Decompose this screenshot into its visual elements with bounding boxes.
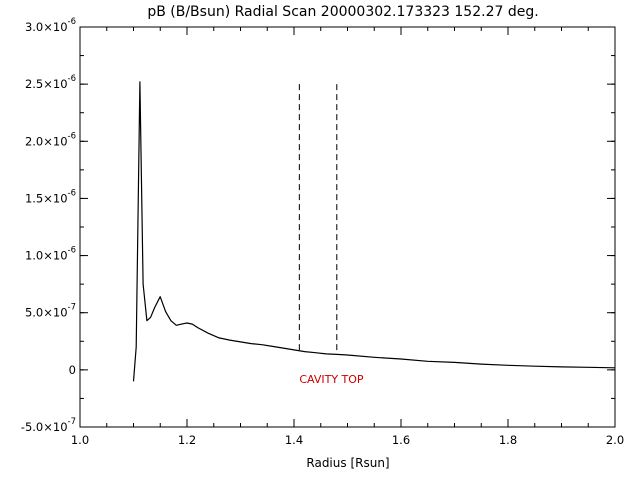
x-axis-label: Radius [Rsun]	[306, 456, 389, 470]
y-tick-label: 2.0×10-6	[25, 131, 76, 148]
y-tick-label: 5.0×10-7	[25, 303, 76, 320]
x-tick-label: 1.2	[178, 433, 196, 447]
x-tick-label: 2.0	[606, 433, 624, 447]
chart-title: pB (B/Bsun) Radial Scan 20000302.173323 …	[147, 4, 538, 20]
reference-lines	[298, 84, 338, 355]
series-line	[132, 81, 616, 382]
x-tick-label: 1.4	[285, 433, 303, 447]
y-tick-label: 0	[69, 363, 76, 377]
y-tick-label: -5.0×10-7	[21, 417, 76, 434]
y-tick-label: 1.0×10-6	[25, 246, 76, 263]
x-axis: 1.0 1.2 1.4 1.6 1.8 2.0	[71, 27, 624, 447]
y-tick-label: 3.0×10-6	[25, 17, 76, 34]
x-tick-label: 1.6	[392, 433, 410, 447]
cavity-top-annotation: CAVITY TOP	[299, 373, 364, 386]
x-tick-label: 1.8	[499, 433, 517, 447]
y-axis: -5.0×10-7 0 5.0×10-7 1.0×10-6 1.5×10-6 2.0×10…	[21, 17, 615, 434]
series-group	[132, 81, 616, 382]
y-tick-label: 1.5×10-6	[25, 188, 76, 205]
plot-frame	[79, 26, 616, 428]
x-tick-label: 1.0	[71, 433, 89, 447]
y-tick-label: 2.5×10-6	[25, 74, 76, 91]
